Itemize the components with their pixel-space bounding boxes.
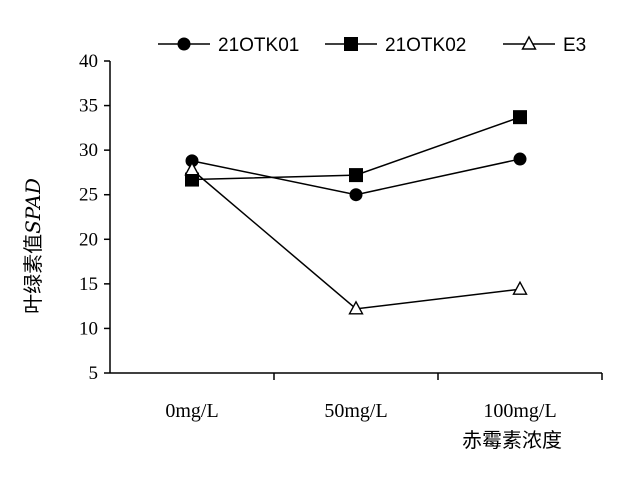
legend-marker bbox=[177, 37, 191, 51]
legend-label: 21OTK01 bbox=[218, 35, 299, 56]
legend-item: 21OTK01 bbox=[158, 35, 299, 56]
y-axis-title-suffix: SPAD bbox=[21, 178, 45, 234]
data-point bbox=[348, 300, 364, 315]
y-tick-label: 35 bbox=[79, 96, 98, 117]
y-tick-label: 5 bbox=[89, 363, 99, 384]
data-point bbox=[512, 280, 528, 295]
legend-item: 21OTK02 bbox=[325, 35, 466, 56]
y-tick-label: 10 bbox=[79, 318, 98, 339]
series-21OTK01 bbox=[185, 152, 527, 202]
series-E3 bbox=[184, 161, 528, 315]
x-tick-label: 100mg/L bbox=[483, 400, 556, 422]
y-tick-label: 15 bbox=[79, 274, 98, 295]
x-axis-ticks: 0mg/L 50mg/L 100mg/L bbox=[165, 373, 603, 422]
data-point bbox=[349, 188, 363, 202]
y-axis-title-prefix: 叶绿素值 bbox=[21, 234, 45, 314]
y-tick-label: 25 bbox=[79, 185, 98, 206]
y-axis-ticks: 5 10 15 20 25 30 35 40 bbox=[79, 51, 110, 384]
data-point bbox=[513, 152, 527, 166]
x-tick-label: 50mg/L bbox=[324, 400, 387, 422]
data-point bbox=[184, 161, 200, 176]
y-axis-title: 叶绿素值SPAD bbox=[21, 178, 45, 314]
legend: 21OTK01 21OTK02 E3 bbox=[158, 35, 586, 56]
x-axis-title: 赤霉素浓度 bbox=[462, 428, 562, 452]
y-tick-label: 40 bbox=[79, 51, 98, 72]
series-21OTK02 bbox=[185, 110, 527, 187]
y-tick-label: 30 bbox=[79, 140, 98, 161]
legend-label: E3 bbox=[563, 35, 586, 56]
legend-label: 21OTK02 bbox=[385, 35, 466, 56]
x-tick-label: 0mg/L bbox=[165, 400, 218, 422]
legend-marker bbox=[344, 37, 358, 51]
data-point bbox=[513, 110, 527, 125]
series-group bbox=[184, 110, 528, 315]
legend-item: E3 bbox=[503, 35, 586, 56]
data-point bbox=[349, 168, 363, 183]
legend-marker bbox=[521, 35, 537, 50]
y-tick-label: 20 bbox=[79, 229, 98, 250]
